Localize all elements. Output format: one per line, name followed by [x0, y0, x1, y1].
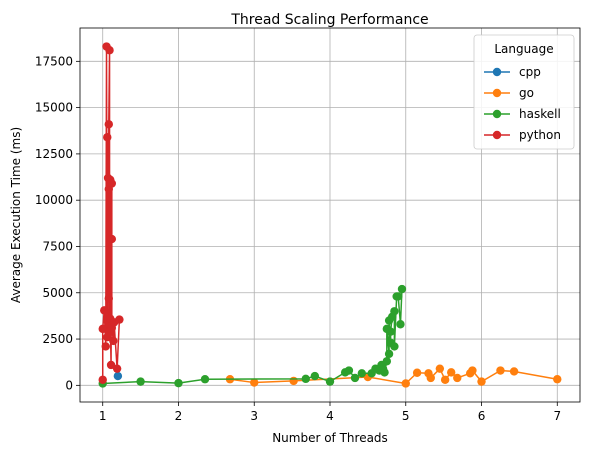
legend-marker	[492, 130, 502, 140]
go-line	[229, 367, 558, 385]
go-point	[289, 376, 298, 386]
haskell-point	[350, 373, 360, 383]
haskell-point	[357, 369, 367, 378]
python-point	[109, 336, 118, 346]
go-point	[553, 375, 562, 384]
haskell-point	[397, 284, 407, 294]
python-point	[105, 46, 114, 55]
python-point	[106, 360, 116, 370]
y-tick-label: 0	[65, 378, 73, 392]
python-point	[115, 315, 124, 324]
go-point	[426, 373, 435, 383]
haskell-point	[380, 368, 389, 377]
python-point	[98, 375, 107, 384]
haskell-point	[174, 378, 183, 388]
legend-marker	[492, 109, 502, 119]
go-point	[468, 366, 477, 375]
python-point	[101, 342, 110, 351]
haskell-point	[393, 292, 403, 301]
haskell-point	[344, 366, 354, 375]
series-python	[98, 42, 124, 384]
legend-title: Language	[494, 42, 553, 56]
haskell-point	[396, 320, 405, 329]
python-point	[104, 294, 113, 303]
haskell-point	[382, 357, 392, 366]
legend-marker	[492, 88, 502, 98]
legend-entry-cpp: cpp	[484, 65, 541, 79]
go-point	[447, 368, 456, 377]
legend-frame	[473, 34, 575, 150]
haskell-point	[301, 374, 310, 384]
x-tick-label: 7	[553, 409, 561, 423]
chart-title: Thread Scaling Performance	[230, 12, 428, 28]
haskell-point	[384, 349, 394, 359]
haskell-point	[200, 375, 210, 384]
go-point	[435, 364, 445, 373]
go-point	[509, 367, 519, 376]
x-tick-label: 5	[402, 409, 410, 423]
y-tick-label: 5000	[42, 286, 73, 300]
legend-label: cpp	[519, 65, 541, 79]
go-point	[496, 366, 505, 375]
go-point	[412, 368, 422, 377]
python-point	[107, 234, 117, 244]
x-tick-label: 2	[175, 409, 183, 423]
python-point	[103, 133, 112, 142]
legend-label: go	[519, 86, 534, 100]
x-tick-label: 6	[478, 409, 486, 423]
y-axis-ticks: 0 2500 5000 7500 10000 12500 15000 17500	[35, 54, 80, 392]
haskell-point	[325, 377, 335, 386]
go-point	[401, 379, 410, 388]
x-axis-label: Number of Threads	[272, 431, 388, 445]
python-point	[107, 179, 117, 188]
go-point	[250, 378, 259, 387]
y-tick-label: 15000	[35, 101, 73, 115]
legend: Language cpp go haskell python	[473, 34, 575, 150]
y-tick-label: 7500	[42, 239, 73, 253]
haskell-point	[136, 377, 145, 386]
legend-label: haskell	[519, 107, 561, 121]
go-point	[440, 375, 450, 384]
legend-entry-haskell: haskell	[484, 107, 561, 121]
python-point	[104, 120, 113, 129]
haskell-point	[390, 307, 399, 316]
python-point	[98, 324, 107, 334]
legend-entry-python: python	[484, 128, 561, 142]
series-go	[225, 364, 562, 388]
go-point	[477, 377, 486, 386]
x-tick-label: 1	[99, 409, 107, 423]
y-tick-label: 2500	[42, 332, 73, 346]
x-tick-label: 3	[250, 409, 258, 423]
haskell-point	[310, 371, 320, 381]
cpp-point	[113, 371, 123, 381]
x-axis-ticks: 1 2 3 4 5 6 7	[99, 402, 561, 423]
series-cpp	[113, 371, 123, 381]
haskell-point	[390, 342, 399, 351]
go-point	[453, 373, 462, 383]
series-haskell	[98, 284, 407, 388]
y-tick-label: 17500	[35, 54, 73, 68]
haskell-line	[102, 289, 403, 385]
legend-label: python	[519, 128, 561, 142]
plot-series	[98, 42, 562, 388]
haskell-point	[386, 327, 395, 336]
y-tick-label: 12500	[35, 147, 73, 161]
python-point	[112, 364, 122, 373]
y-tick-label: 10000	[35, 193, 73, 207]
legend-marker	[492, 67, 502, 77]
y-axis-label: Average Execution Time (ms)	[9, 127, 23, 303]
legend-entry-go: go	[484, 86, 534, 100]
x-tick-label: 4	[326, 409, 334, 423]
legend-entries: cpp go haskell python	[484, 65, 561, 142]
